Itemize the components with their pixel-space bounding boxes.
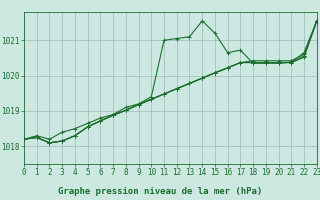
Text: Graphe pression niveau de la mer (hPa): Graphe pression niveau de la mer (hPa) (58, 187, 262, 196)
